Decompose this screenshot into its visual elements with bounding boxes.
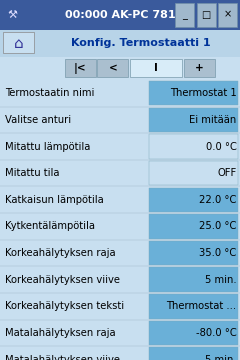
Bar — [149, 241, 238, 265]
Text: 22.0 °C: 22.0 °C — [199, 195, 236, 205]
Text: Korkeahälytyksen viive: Korkeahälytyksen viive — [5, 275, 120, 285]
Bar — [0, 186, 240, 213]
Bar — [149, 134, 238, 159]
Bar — [0, 346, 240, 360]
Bar — [175, 3, 194, 27]
Text: Mitattu lämpötila: Mitattu lämpötila — [5, 141, 90, 152]
Bar — [0, 266, 240, 293]
Text: Konfig. Termostaatti 1: Konfig. Termostaatti 1 — [71, 38, 210, 48]
Text: -80.0 °C: -80.0 °C — [196, 328, 236, 338]
Text: Thermostat 1: Thermostat 1 — [170, 88, 236, 98]
Bar — [0, 240, 240, 266]
Text: 25.0 °C: 25.0 °C — [199, 221, 236, 231]
Bar — [0, 57, 240, 80]
Bar — [3, 32, 34, 53]
Bar — [218, 3, 237, 27]
Text: Katkaisun lämpötila: Katkaisun lämpötila — [5, 195, 103, 205]
Text: Thermostat ...: Thermostat ... — [166, 301, 236, 311]
Text: |<: |< — [74, 63, 87, 74]
Text: Matalahälytyksen raja: Matalahälytyksen raja — [5, 328, 115, 338]
Bar — [149, 161, 238, 185]
Bar — [149, 188, 238, 212]
Bar — [0, 133, 240, 160]
Text: +: + — [195, 63, 204, 73]
Text: Mitattu tila: Mitattu tila — [5, 168, 59, 178]
Bar — [149, 267, 238, 292]
Text: Kytkentälämpötila: Kytkentälämpötila — [5, 221, 95, 231]
Text: Korkeahälytyksen raja: Korkeahälytyksen raja — [5, 248, 115, 258]
Text: Korkeahälytyksen teksti: Korkeahälytyksen teksti — [5, 301, 124, 311]
Bar — [149, 214, 238, 239]
Text: □: □ — [202, 10, 211, 20]
Text: I: I — [154, 63, 158, 73]
Text: <: < — [108, 63, 117, 73]
Bar — [149, 321, 238, 345]
Text: ⌂: ⌂ — [14, 36, 23, 50]
Text: 5 min.: 5 min. — [205, 355, 236, 360]
Bar — [65, 59, 96, 77]
Bar — [184, 59, 215, 77]
Text: OFF: OFF — [217, 168, 236, 178]
Bar — [0, 213, 240, 240]
Text: Valitse anturi: Valitse anturi — [5, 115, 71, 125]
Bar — [0, 293, 240, 320]
Text: _: _ — [182, 10, 187, 20]
Text: Matalahälytyksen viive: Matalahälytyksen viive — [5, 355, 120, 360]
Text: Termostaatin nimi: Termostaatin nimi — [5, 88, 94, 98]
Text: ×: × — [224, 10, 232, 20]
Bar — [149, 81, 238, 105]
Bar — [149, 347, 238, 360]
Bar — [149, 108, 238, 132]
Bar — [0, 160, 240, 186]
Bar — [0, 107, 240, 133]
Text: 35.0 °C: 35.0 °C — [199, 248, 236, 258]
Bar — [0, 320, 240, 346]
Text: Ei mitään: Ei mitään — [189, 115, 236, 125]
Bar — [0, 0, 240, 30]
Bar — [0, 30, 240, 57]
Text: 00:000 AK-PC 781: 00:000 AK-PC 781 — [65, 10, 175, 20]
Bar — [149, 294, 238, 319]
Text: ⚒: ⚒ — [7, 10, 17, 20]
Bar — [130, 59, 182, 77]
Text: 5 min.: 5 min. — [205, 275, 236, 285]
Bar — [97, 59, 128, 77]
Bar — [0, 80, 240, 107]
Bar — [197, 3, 216, 27]
Text: 0.0 °C: 0.0 °C — [205, 141, 236, 152]
